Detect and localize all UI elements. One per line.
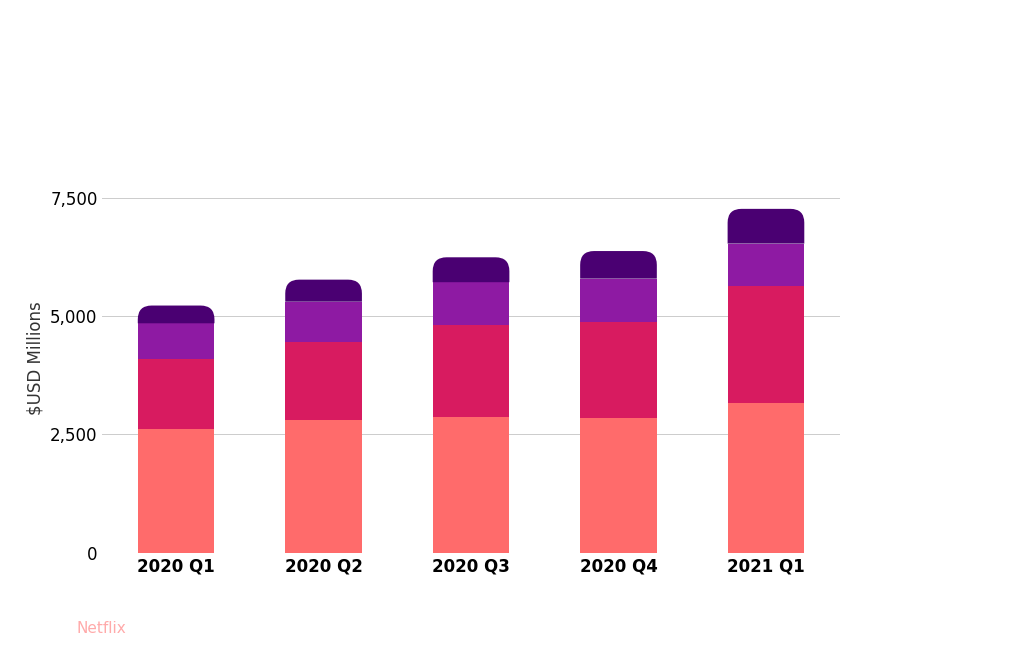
Y-axis label: $USD Millions: $USD Millions: [27, 302, 44, 415]
Text: EMEA: EMEA: [812, 336, 868, 354]
Text: Netflix Revenue by Region: Netflix Revenue by Region: [221, 32, 803, 70]
Bar: [728, 286, 804, 403]
Bar: [286, 342, 361, 420]
Bar: [581, 418, 656, 553]
Bar: [286, 302, 361, 342]
Bar: [433, 417, 509, 553]
Text: LATAM: LATAM: [812, 256, 879, 274]
Bar: [433, 282, 509, 324]
Bar: [728, 403, 804, 553]
Text: Q1 2020  -  Q1 2021: Q1 2020 - Q1 2021: [385, 103, 639, 123]
Text: UCAN: UCAN: [812, 469, 868, 487]
Bar: [138, 323, 214, 359]
Bar: [581, 322, 656, 418]
Bar: [433, 324, 509, 417]
Bar: [581, 278, 656, 322]
PathPatch shape: [581, 251, 656, 278]
Bar: [286, 420, 361, 553]
PathPatch shape: [728, 209, 804, 243]
Bar: [138, 429, 214, 553]
PathPatch shape: [286, 280, 361, 302]
Text: APAC: APAC: [812, 217, 864, 236]
Text: Source:: Source:: [18, 621, 84, 636]
PathPatch shape: [138, 305, 214, 323]
PathPatch shape: [433, 257, 509, 282]
Text: Netflix: Netflix: [77, 621, 127, 636]
Text: KillTheCableBill.com: KillTheCableBill.com: [781, 619, 1006, 638]
Bar: [138, 359, 214, 429]
Bar: [728, 243, 804, 286]
